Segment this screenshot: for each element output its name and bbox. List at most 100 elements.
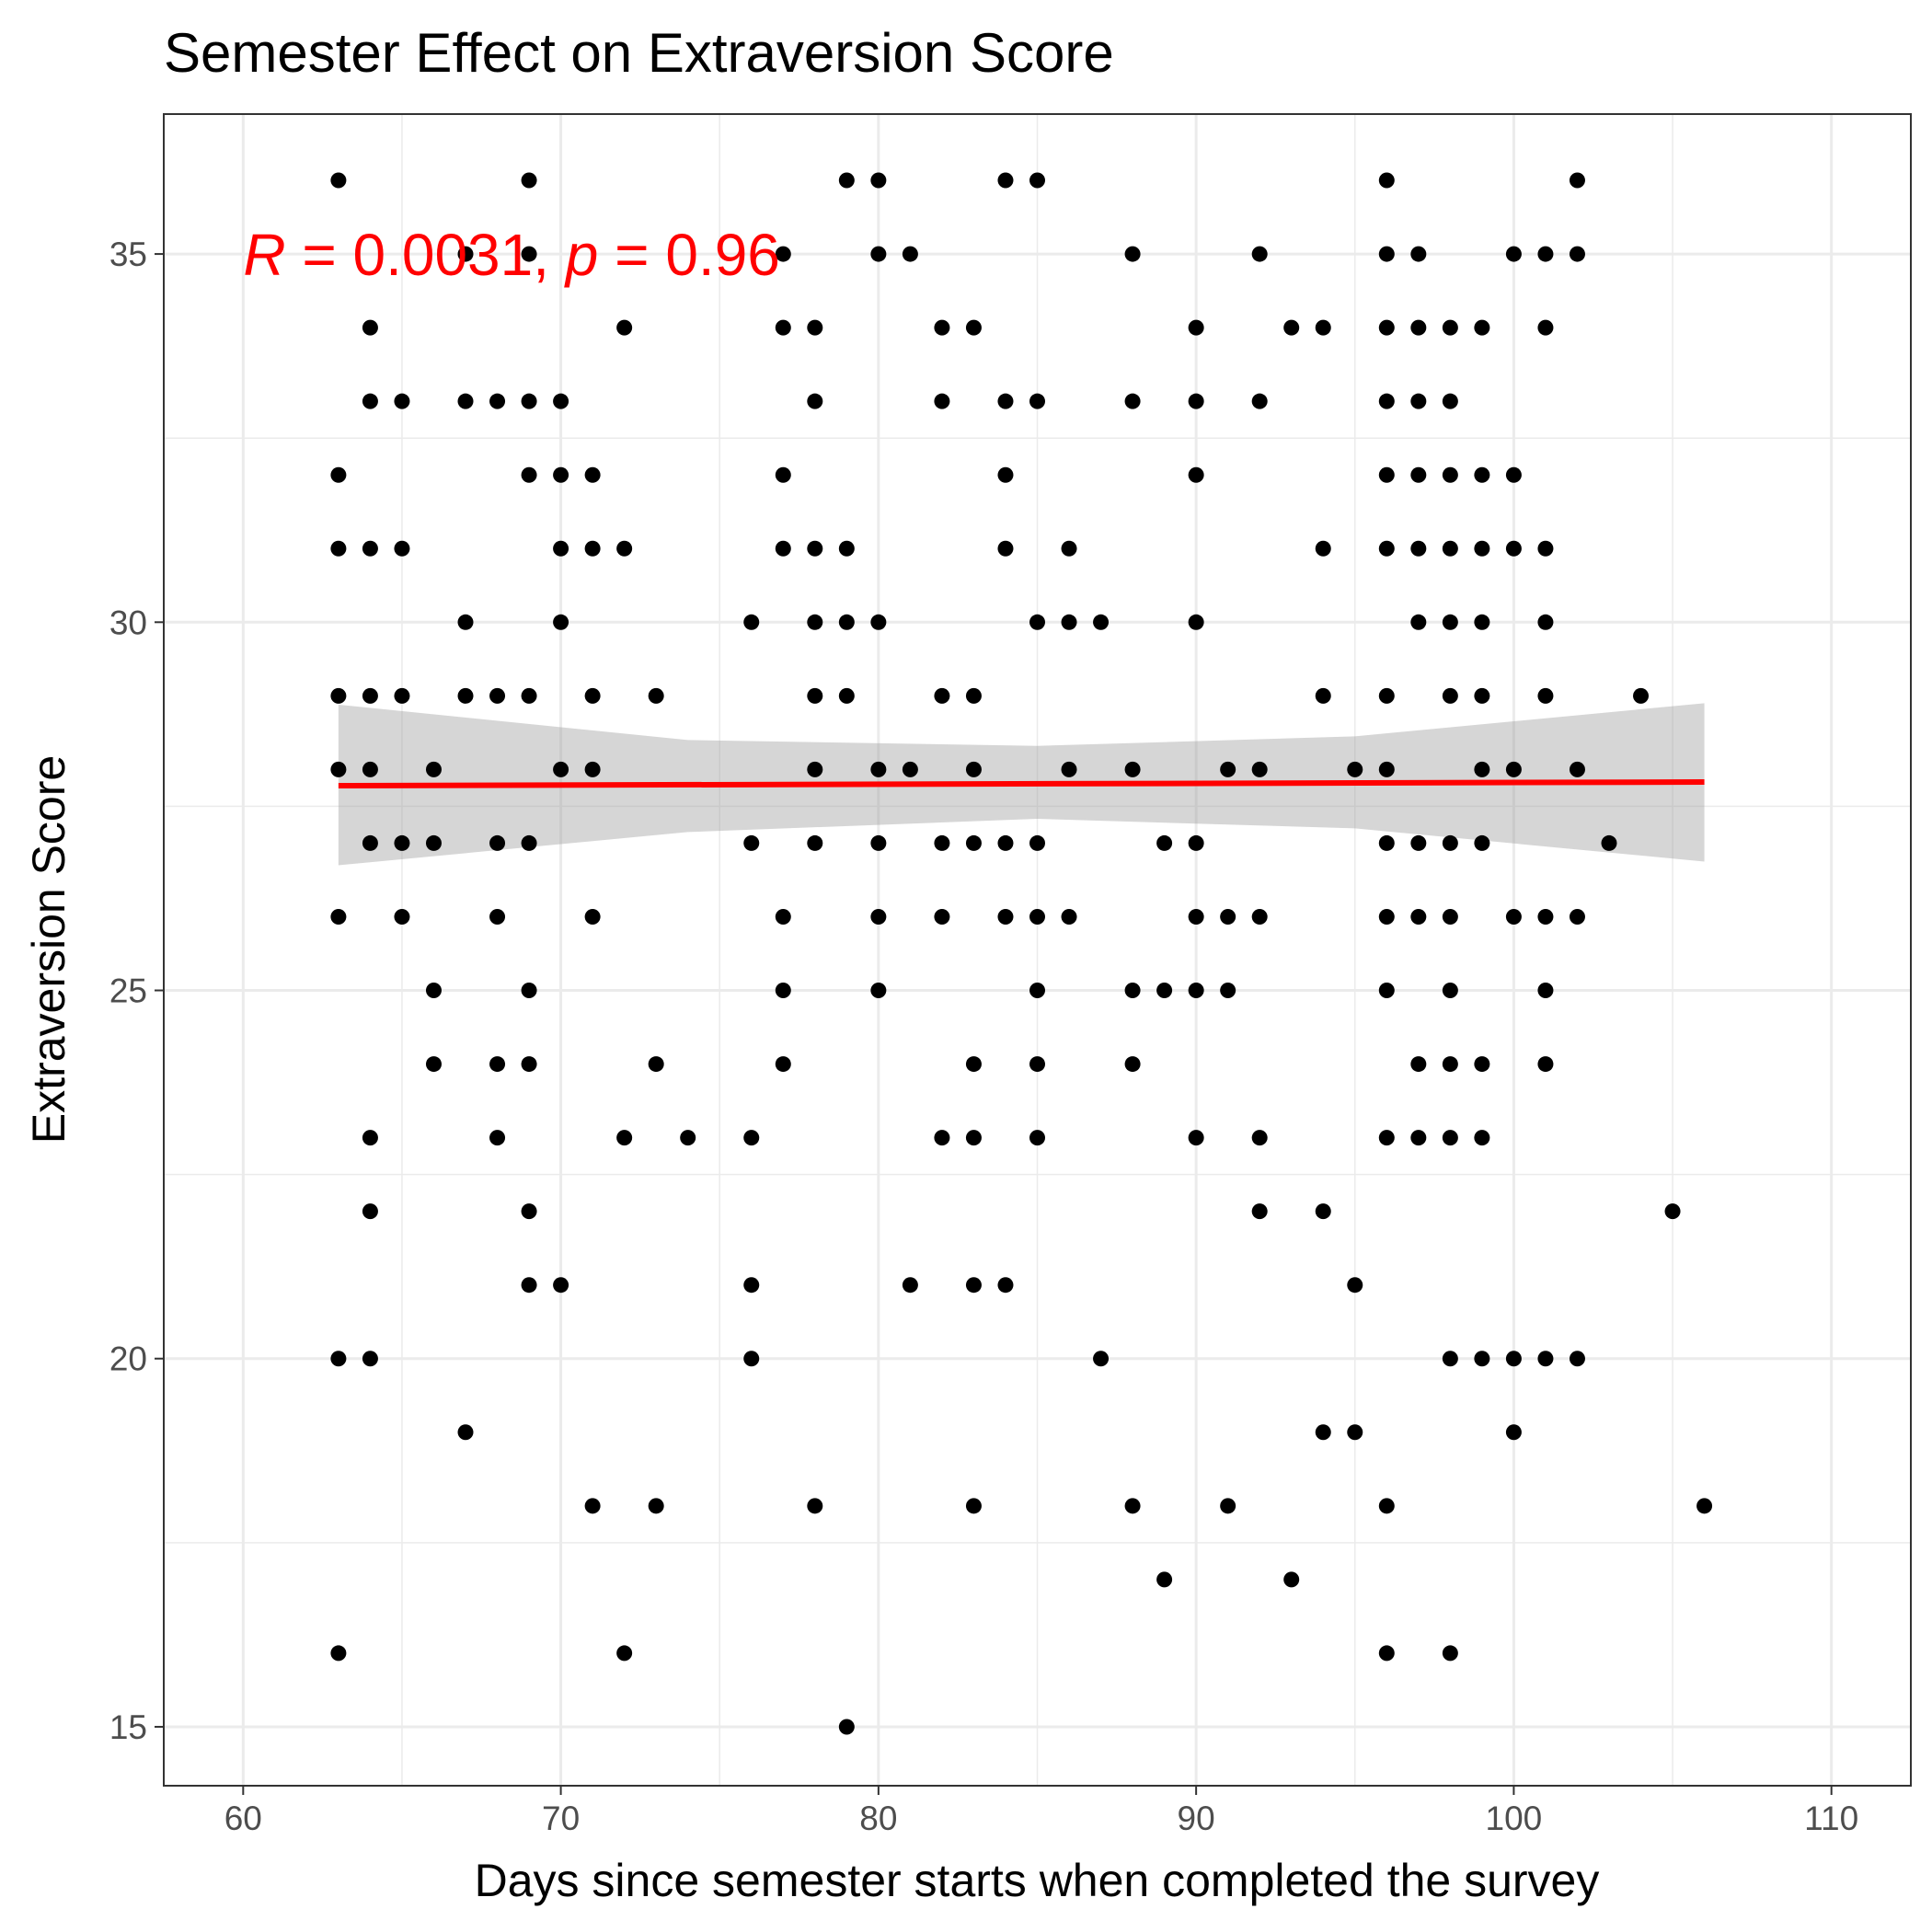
data-point <box>330 1645 347 1662</box>
minor-gridlines <box>164 114 1911 1786</box>
x-tick-label: 80 <box>859 1800 897 1837</box>
data-point <box>1315 1203 1331 1220</box>
data-point <box>965 319 982 336</box>
data-point <box>1124 983 1141 999</box>
data-point <box>1537 246 1554 262</box>
data-point <box>934 319 950 336</box>
data-point <box>1474 761 1490 777</box>
data-point <box>362 540 378 557</box>
correlation-annotation: R = 0.0031, p = 0.96 <box>243 222 780 288</box>
data-point <box>1093 614 1110 630</box>
data-point <box>521 246 537 262</box>
data-point <box>1442 614 1458 630</box>
data-point <box>1505 908 1522 925</box>
data-point <box>648 1056 664 1073</box>
data-point <box>1378 1645 1395 1662</box>
data-point <box>553 393 569 409</box>
data-point <box>1410 466 1427 483</box>
data-point <box>838 614 855 630</box>
plot-panel-border <box>163 113 1912 1787</box>
data-point <box>521 393 537 409</box>
data-point <box>1378 761 1395 777</box>
data-point <box>1029 834 1045 851</box>
data-point <box>648 1498 664 1514</box>
data-point <box>1315 1424 1331 1441</box>
data-point <box>775 319 791 336</box>
x-tick-label: 110 <box>1804 1800 1858 1837</box>
data-point <box>1442 908 1458 925</box>
data-point <box>1347 1277 1363 1294</box>
data-point <box>1474 834 1490 851</box>
data-point <box>1601 834 1617 851</box>
data-point <box>1569 908 1585 925</box>
data-point <box>1156 834 1173 851</box>
data-point <box>457 614 474 630</box>
data-point <box>870 834 887 851</box>
data-point <box>1061 540 1077 557</box>
data-point <box>1537 908 1554 925</box>
data-point <box>1124 1498 1141 1514</box>
data-point <box>1315 540 1331 557</box>
data-point <box>521 172 537 189</box>
data-point <box>807 761 823 777</box>
data-point <box>1474 466 1490 483</box>
data-point <box>457 687 474 704</box>
data-point <box>1315 319 1331 336</box>
data-point <box>1124 1056 1141 1073</box>
data-point <box>1156 1571 1173 1588</box>
annotation-r-value: = 0.0031, <box>286 222 566 288</box>
y-axis: 15 20 25 30 35 <box>109 236 164 1746</box>
data-point <box>425 834 442 851</box>
data-point <box>616 1645 633 1662</box>
data-point <box>1347 1424 1363 1441</box>
data-point <box>521 1056 537 1073</box>
x-tick-label: 60 <box>224 1800 262 1837</box>
data-point <box>807 834 823 851</box>
data-point <box>1188 1130 1204 1146</box>
data-point <box>1061 614 1077 630</box>
annotation-p-symbol: p <box>564 222 599 288</box>
data-point <box>1537 983 1554 999</box>
data-point <box>807 393 823 409</box>
data-point <box>362 393 378 409</box>
data-points <box>330 172 1713 1735</box>
data-point <box>457 246 474 262</box>
data-point <box>1315 687 1331 704</box>
data-point <box>1283 319 1300 336</box>
data-point <box>1410 834 1427 851</box>
data-point <box>1442 319 1458 336</box>
data-point <box>1188 983 1204 999</box>
data-point <box>394 393 410 409</box>
data-point <box>584 687 601 704</box>
data-point <box>1505 1351 1522 1367</box>
data-point <box>1633 687 1650 704</box>
data-point <box>394 834 410 851</box>
data-point <box>330 540 347 557</box>
data-point <box>1410 246 1427 262</box>
data-point <box>870 614 887 630</box>
data-point <box>775 983 791 999</box>
data-point <box>1029 908 1045 925</box>
data-point <box>1029 1056 1045 1073</box>
data-point <box>584 466 601 483</box>
data-point <box>1410 319 1427 336</box>
data-point <box>934 834 950 851</box>
data-point <box>870 246 887 262</box>
data-point <box>965 687 982 704</box>
x-axis: 60 70 80 90 100 110 <box>224 1786 1858 1837</box>
data-point <box>965 1056 982 1073</box>
data-point <box>743 1277 760 1294</box>
y-axis-title: Extraversion Score <box>23 755 75 1144</box>
data-point <box>521 1277 537 1294</box>
data-point <box>1378 246 1395 262</box>
data-point <box>1124 761 1141 777</box>
data-point <box>807 319 823 336</box>
data-point <box>1061 761 1077 777</box>
data-point <box>934 1130 950 1146</box>
data-point <box>489 1130 506 1146</box>
annotation-p-value: = 0.96 <box>598 222 780 288</box>
data-point <box>553 614 569 630</box>
data-point <box>1537 540 1554 557</box>
data-point <box>1251 1130 1268 1146</box>
data-point <box>489 1056 506 1073</box>
